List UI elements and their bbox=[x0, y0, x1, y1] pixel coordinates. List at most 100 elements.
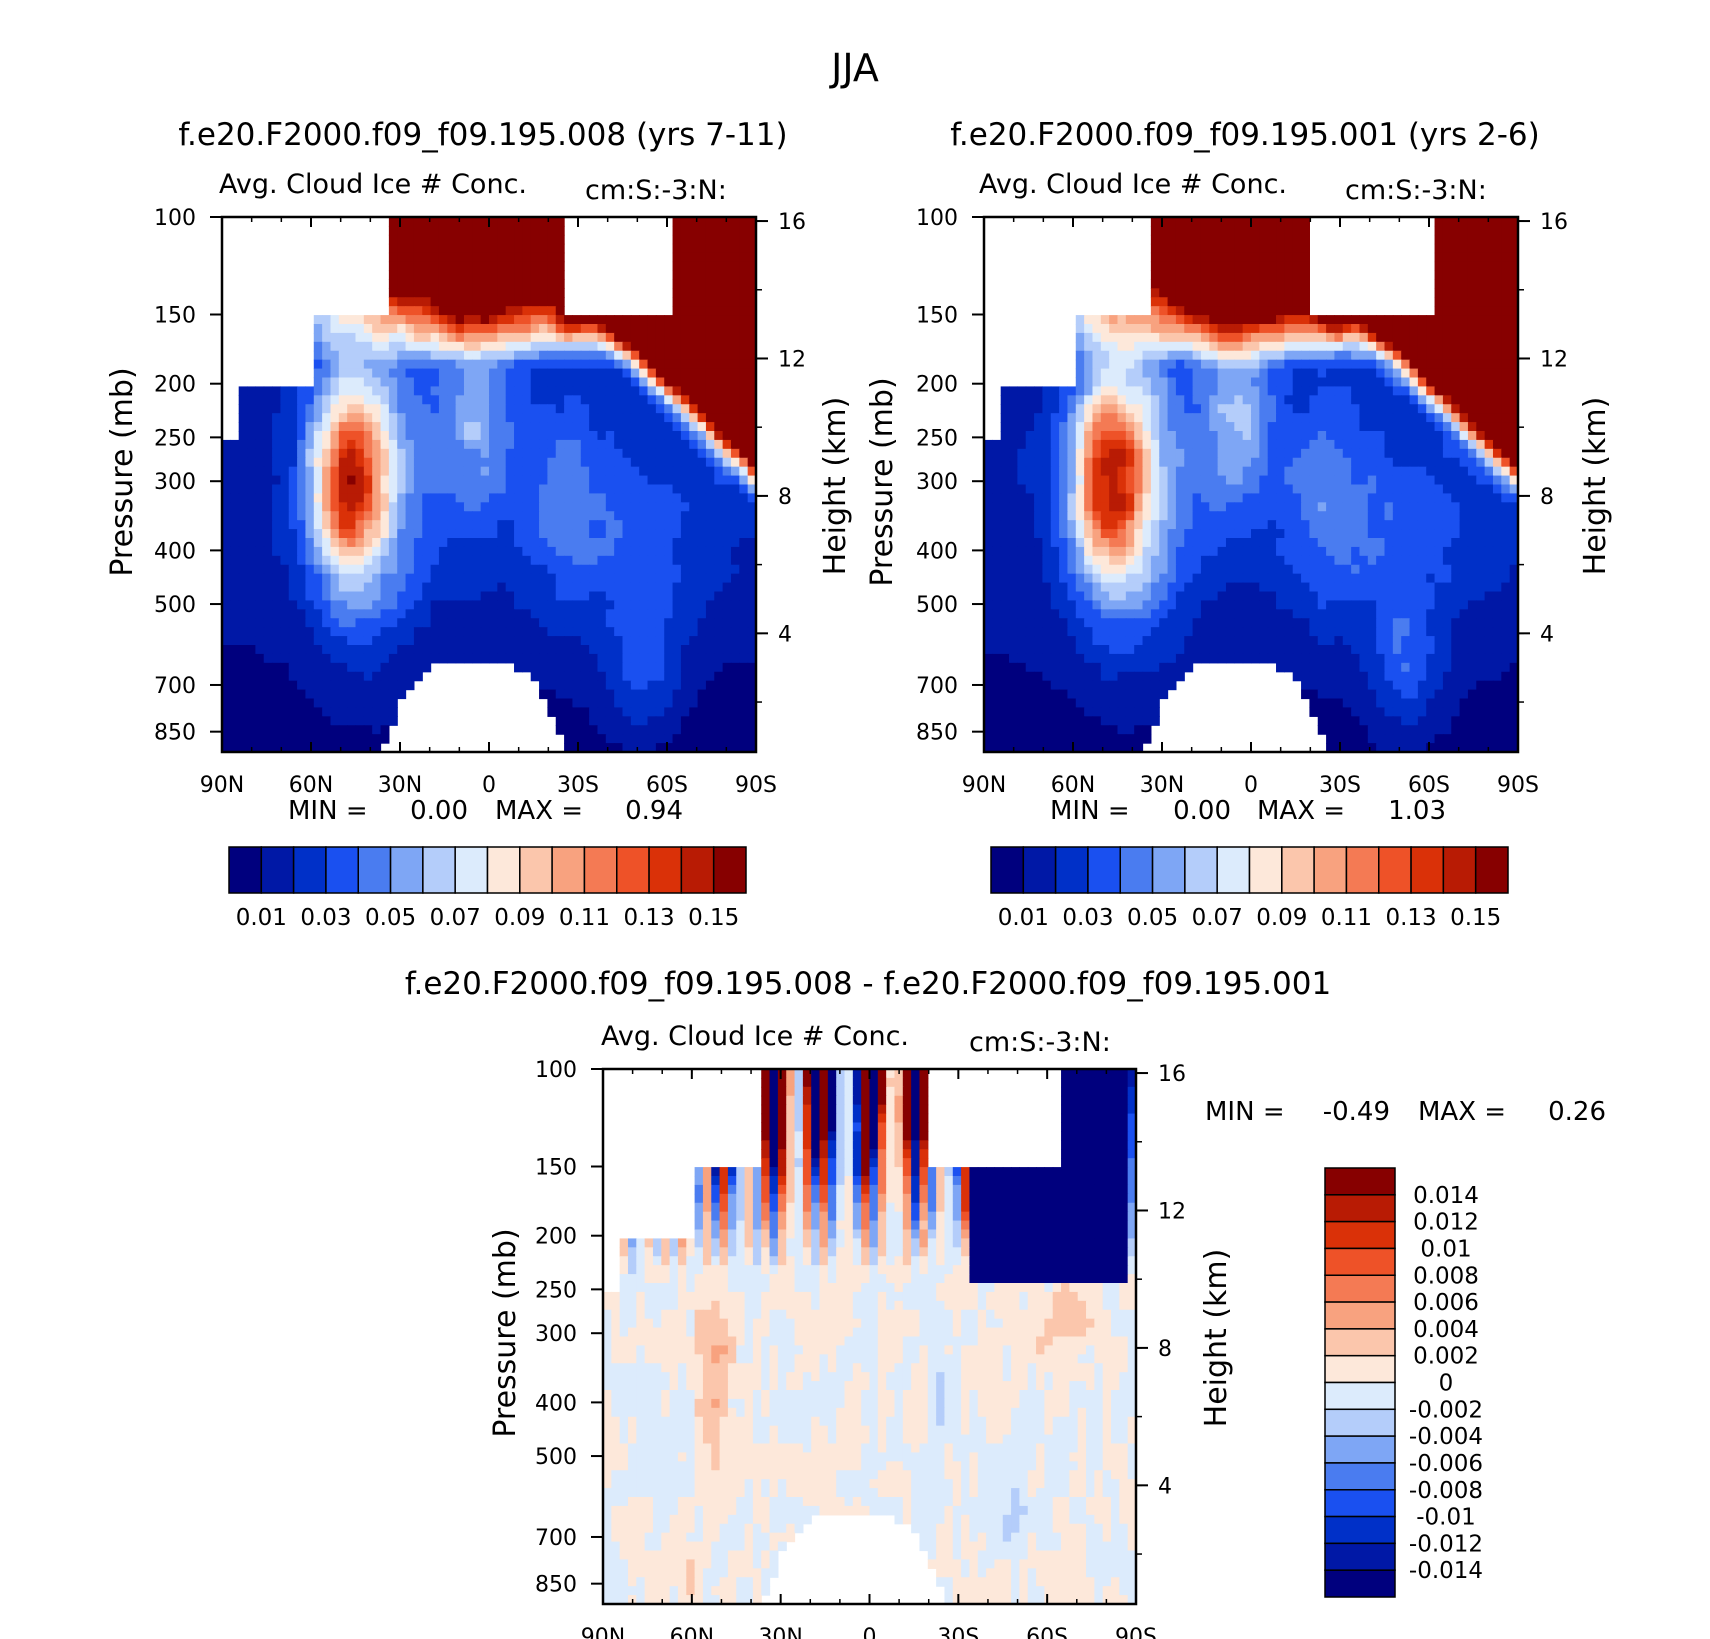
field-cell bbox=[739, 243, 749, 254]
field-cell bbox=[463, 493, 473, 503]
field-cell bbox=[747, 448, 757, 459]
field-cell bbox=[1467, 359, 1477, 370]
field-cell bbox=[1025, 386, 1035, 396]
field-cell bbox=[489, 350, 498, 361]
field-cell bbox=[322, 457, 332, 468]
field-cell bbox=[1092, 332, 1102, 343]
field-cell bbox=[697, 431, 707, 441]
field-cell bbox=[672, 297, 682, 307]
field-cell bbox=[1084, 457, 1094, 468]
field-cell bbox=[305, 680, 315, 691]
field-cell bbox=[297, 564, 307, 575]
field-cell bbox=[747, 609, 757, 619]
field-cell bbox=[1476, 377, 1486, 388]
field-cell bbox=[230, 734, 240, 744]
field-cell bbox=[647, 636, 657, 646]
field-cell bbox=[697, 324, 707, 334]
field-cell bbox=[1259, 413, 1269, 423]
field-cell bbox=[614, 716, 624, 726]
field-cell bbox=[422, 645, 432, 655]
field-cell bbox=[589, 520, 599, 530]
field-cell bbox=[680, 573, 690, 584]
field-cell bbox=[1209, 270, 1219, 281]
field-cell bbox=[230, 564, 240, 575]
field-cell bbox=[514, 653, 523, 664]
field-cell bbox=[1409, 386, 1419, 396]
field-cell bbox=[247, 457, 256, 468]
field-cell bbox=[1334, 493, 1344, 503]
field-cell bbox=[347, 591, 357, 602]
field-cell bbox=[1401, 484, 1411, 495]
field-cell bbox=[1442, 332, 1452, 343]
field-cell bbox=[380, 609, 390, 619]
field-cell bbox=[1009, 439, 1018, 450]
field-cell bbox=[730, 341, 740, 352]
field-cell bbox=[363, 350, 373, 361]
field-cell bbox=[1017, 484, 1027, 495]
field-cell bbox=[455, 618, 465, 628]
field-cell bbox=[347, 493, 357, 503]
field-cell bbox=[664, 368, 674, 379]
field-cell bbox=[1284, 493, 1294, 503]
field-cell bbox=[338, 493, 348, 503]
field-cell bbox=[522, 252, 532, 263]
field-cell bbox=[1209, 475, 1219, 486]
field-cell bbox=[1259, 386, 1269, 396]
field-cell bbox=[272, 555, 281, 566]
field-cell bbox=[1476, 475, 1486, 486]
field-cell bbox=[489, 404, 498, 414]
field-cell bbox=[697, 234, 707, 245]
field-cell bbox=[463, 582, 473, 593]
field-cell bbox=[1159, 395, 1169, 405]
field-cell bbox=[505, 315, 515, 325]
field-cell bbox=[263, 636, 273, 646]
field-cell bbox=[730, 288, 740, 298]
field-cell bbox=[639, 359, 649, 370]
field-cell bbox=[1192, 404, 1202, 414]
field-cell bbox=[672, 395, 682, 405]
field-cell bbox=[597, 359, 607, 370]
field-cell bbox=[605, 555, 615, 566]
field-cell bbox=[1409, 448, 1419, 459]
field-cell bbox=[639, 734, 649, 744]
field-cell bbox=[1225, 484, 1235, 495]
y2-tick-label: 16 bbox=[778, 210, 806, 235]
field-cell bbox=[530, 457, 540, 468]
field-cell bbox=[380, 475, 390, 486]
field-cell bbox=[1476, 413, 1486, 423]
field-cell bbox=[722, 627, 732, 637]
field-cell bbox=[680, 627, 690, 637]
field-cell bbox=[280, 662, 290, 673]
field-cell bbox=[689, 288, 699, 298]
field-cell bbox=[1217, 466, 1227, 477]
field-cell bbox=[330, 431, 340, 441]
field-cell bbox=[238, 573, 248, 584]
field-cell bbox=[1125, 422, 1135, 432]
field-cell bbox=[397, 671, 407, 682]
field-cell bbox=[1175, 297, 1185, 307]
field-cell bbox=[1492, 475, 1502, 486]
field-cell bbox=[522, 653, 532, 664]
field-cell bbox=[1000, 511, 1010, 521]
field-cell bbox=[1100, 413, 1110, 423]
field-cell bbox=[1117, 475, 1127, 486]
field-cell bbox=[1276, 225, 1285, 236]
field-cell bbox=[730, 707, 740, 717]
field-cell bbox=[572, 555, 582, 566]
field-cell bbox=[397, 689, 407, 700]
field-cell bbox=[1509, 270, 1519, 281]
field-cell bbox=[280, 386, 290, 396]
field-cell bbox=[480, 217, 490, 227]
field-cell bbox=[1125, 448, 1135, 459]
field-cell bbox=[1267, 448, 1277, 459]
field-cell bbox=[1159, 324, 1169, 334]
field-cell bbox=[1251, 377, 1260, 388]
field-cell bbox=[1242, 324, 1252, 334]
field-cell bbox=[380, 341, 390, 352]
field-cell bbox=[1225, 377, 1235, 388]
field-cell bbox=[372, 439, 382, 450]
field-cell bbox=[1267, 404, 1277, 414]
field-cell bbox=[1217, 404, 1227, 414]
field-cell bbox=[372, 743, 382, 753]
field-cell bbox=[489, 439, 498, 450]
